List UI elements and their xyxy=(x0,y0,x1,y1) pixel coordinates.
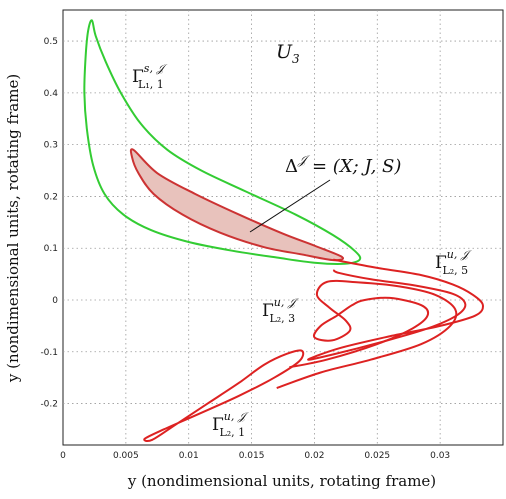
manifold-curve-overlap-region xyxy=(129,148,344,262)
x-tick-label: 0.025 xyxy=(364,451,390,461)
x-axis-label: y (nondimensional units, rotating frame) xyxy=(127,472,436,490)
x-tick-label: 0 xyxy=(60,451,66,461)
y-tick-label: -0.1 xyxy=(40,348,58,358)
y-tick-label: -0.2 xyxy=(40,400,58,410)
y-tick-label: 0.3 xyxy=(44,141,58,151)
delta-label: Δ𝒥 = (X; J, S) xyxy=(285,153,401,177)
y-axis-ticks: 0.5 0.4 0.3 0.2 0.1 0 -0.1 -0.2 xyxy=(40,37,58,410)
x-tick-label: 0.015 xyxy=(239,451,265,461)
manifold-curve-unstable-5 xyxy=(307,258,484,361)
manifold-curves xyxy=(83,19,484,443)
y-tick-label: 0.4 xyxy=(44,89,59,99)
plot-frame xyxy=(62,9,504,446)
delta-pointer-line xyxy=(249,179,331,233)
x-tick-label: 0.02 xyxy=(304,451,324,461)
manifold-curve-unstable-3 xyxy=(276,279,458,389)
unstable-manifold-5-label: Γu, 𝒥 L₂, 5 xyxy=(435,248,473,277)
manifold-curve-unstable-1 xyxy=(143,349,305,443)
y-axis-label: y (nondimensional units, rotating frame) xyxy=(4,74,22,383)
grid-lines xyxy=(63,10,503,445)
y-tick-label: 0.1 xyxy=(44,244,58,254)
u3-label: U3 xyxy=(276,41,300,66)
stable-manifold-label: Γs, 𝒥 L₁, 1 xyxy=(132,62,168,91)
x-tick-label: 0.01 xyxy=(179,451,199,461)
y-tick-label: 0.5 xyxy=(44,37,58,47)
unstable-manifold-1-label: Γu, 𝒥 L₂, 1 xyxy=(212,410,250,439)
x-tick-label: 0.03 xyxy=(430,451,450,461)
x-tick-label: 0.005 xyxy=(113,451,139,461)
y-tick-label: 0 xyxy=(52,296,58,306)
manifold-curve-stable-1 xyxy=(83,19,362,265)
y-tick-label: 0.2 xyxy=(44,192,58,202)
unstable-manifold-3-label: Γu, 𝒥 L₂, 3 xyxy=(262,296,300,325)
x-axis-ticks: 0 0.005 0.01 0.015 0.02 0.025 0.03 xyxy=(60,451,450,461)
